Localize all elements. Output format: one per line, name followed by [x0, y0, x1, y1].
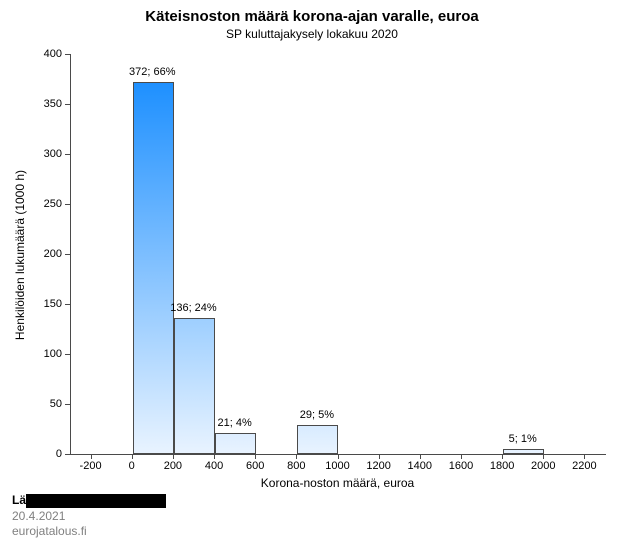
- bar-label: 136; 24%: [170, 302, 216, 314]
- xtick-mark: [584, 454, 585, 459]
- bar: [297, 425, 338, 454]
- xtick-mark: [173, 454, 174, 459]
- xtick-label: -200: [80, 460, 102, 472]
- bar: [174, 318, 215, 454]
- ytick-label: 100: [32, 348, 62, 360]
- xtick-label: 1200: [366, 460, 390, 472]
- xtick-label: 600: [246, 460, 264, 472]
- xtick-label: 400: [205, 460, 223, 472]
- bar-label: 372; 66%: [129, 66, 175, 78]
- ytick-mark: [65, 304, 70, 305]
- ytick-label: 50: [32, 398, 62, 410]
- ytick-label: 400: [32, 48, 62, 60]
- ytick-mark: [65, 454, 70, 455]
- xtick-label: 200: [164, 460, 182, 472]
- footer-site: eurojatalous.fi: [12, 524, 166, 540]
- bar: [215, 433, 256, 454]
- ytick-mark: [65, 204, 70, 205]
- chart-title: Käteisnoston määrä korona-ajan varalle, …: [0, 0, 624, 25]
- footer-source-prefix: Lä: [12, 493, 26, 507]
- ytick-label: 0: [32, 448, 62, 460]
- xtick-mark: [338, 454, 339, 459]
- bar-label: 5; 1%: [509, 433, 537, 445]
- xtick-label: 1000: [325, 460, 349, 472]
- footer: Lä 20.4.2021 eurojatalous.fi: [12, 493, 166, 540]
- bar: [503, 449, 544, 454]
- ytick-label: 150: [32, 298, 62, 310]
- xtick-mark: [91, 454, 92, 459]
- x-axis-label: Korona-noston määrä, euroa: [70, 476, 605, 490]
- bar: [133, 82, 174, 454]
- xtick-mark: [543, 454, 544, 459]
- xtick-mark: [502, 454, 503, 459]
- y-axis-label: Henkilöiden lukumäärä (1000 h): [13, 165, 27, 345]
- xtick-label: 1600: [449, 460, 473, 472]
- ytick-label: 250: [32, 198, 62, 210]
- footer-date: 20.4.2021: [12, 509, 166, 525]
- xtick-label: 2200: [572, 460, 596, 472]
- xtick-label: 800: [287, 460, 305, 472]
- xtick-label: 1800: [490, 460, 514, 472]
- ytick-mark: [65, 404, 70, 405]
- bar-label: 21; 4%: [217, 417, 251, 429]
- plot-area: [70, 54, 606, 455]
- xtick-mark: [461, 454, 462, 459]
- ytick-label: 300: [32, 148, 62, 160]
- ytick-label: 350: [32, 98, 62, 110]
- chart-subtitle: SP kuluttajakysely lokakuu 2020: [0, 25, 624, 41]
- xtick-mark: [420, 454, 421, 459]
- ytick-mark: [65, 354, 70, 355]
- redacted-block: [26, 494, 166, 508]
- xtick-mark: [214, 454, 215, 459]
- bar-label: 29; 5%: [300, 409, 334, 421]
- ytick-mark: [65, 104, 70, 105]
- ytick-mark: [65, 254, 70, 255]
- xtick-label: 1400: [408, 460, 432, 472]
- xtick-mark: [379, 454, 380, 459]
- ytick-mark: [65, 154, 70, 155]
- xtick-mark: [255, 454, 256, 459]
- xtick-label: 0: [129, 460, 135, 472]
- footer-source-line: Lä: [12, 493, 166, 509]
- xtick-mark: [296, 454, 297, 459]
- ytick-mark: [65, 54, 70, 55]
- xtick-label: 2000: [531, 460, 555, 472]
- ytick-label: 200: [32, 248, 62, 260]
- xtick-mark: [132, 454, 133, 459]
